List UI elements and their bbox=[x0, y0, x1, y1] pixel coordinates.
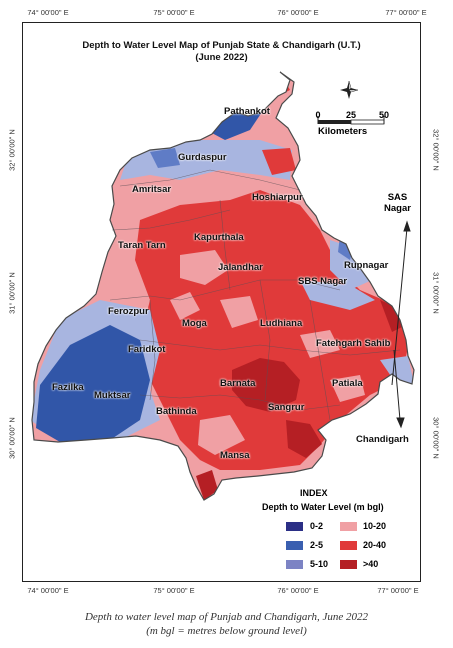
zone-20-40-north bbox=[262, 148, 296, 175]
district-label-fatehgarh-sahib: Fatehgarh Sahib bbox=[316, 338, 391, 349]
longitude-tick-bottom-77: 77° 00'00" E bbox=[377, 586, 419, 595]
zone-20-40-central bbox=[135, 190, 410, 470]
figure-caption: Depth to water level map of Punjab and C… bbox=[0, 610, 453, 638]
leader-arrows bbox=[391, 220, 411, 429]
scale-unit-label: Kilometers bbox=[318, 126, 368, 137]
sas-nagar-line2: Nagar bbox=[384, 203, 411, 214]
scale-tick-0: 0 bbox=[315, 110, 321, 120]
district-label-muktsar: Muktsar bbox=[94, 390, 131, 401]
legend-label-10-20: 10-20 bbox=[363, 521, 387, 531]
district-label-sbs-nagar: SBS Nagar bbox=[298, 276, 348, 287]
district-label-mansa: Mansa bbox=[220, 450, 250, 461]
legend-title: INDEX bbox=[300, 488, 328, 498]
longitude-tick-top-77: 77° 00'00" E bbox=[385, 8, 427, 17]
legend-label-5-10: 5-10 bbox=[310, 559, 329, 569]
legend-label-20-40: 20-40 bbox=[363, 540, 387, 550]
map-title-line1: Depth to Water Level Map of Punjab State… bbox=[82, 40, 361, 51]
longitude-tick-top-76: 76° 00'00" E bbox=[277, 8, 319, 17]
district-label-sas-nagar: SAS Nagar bbox=[384, 192, 411, 214]
zone-5-10-chandigarh bbox=[380, 356, 414, 384]
longitude-tick-top-74: 74° 00'00" E bbox=[27, 8, 69, 17]
zone-10-20-pocket-5 bbox=[198, 415, 245, 455]
district-label-pathankot: Pathankot bbox=[224, 106, 270, 117]
legend-label-over-40: >40 bbox=[363, 559, 379, 569]
zone-2-5-fazilka-muktsar bbox=[36, 325, 150, 442]
district-label-jalandhar: Jalandhar bbox=[218, 262, 263, 273]
zone-10-20-pocket-1 bbox=[180, 250, 228, 285]
district-label-ferozpur: Ferozpur bbox=[108, 306, 149, 317]
district-label-taran-tarn: Taran Tarn bbox=[118, 240, 166, 251]
sas-nagar-line1: SAS bbox=[387, 192, 408, 203]
district-label-ludhiana: Ludhiana bbox=[260, 318, 303, 329]
zone-10-20-pocket-2 bbox=[170, 292, 200, 320]
legend-swatch-0-2 bbox=[286, 522, 303, 531]
scale-tick-25: 25 bbox=[345, 110, 357, 120]
district-label-moga: Moga bbox=[182, 318, 207, 329]
district-label-bathinda: Bathinda bbox=[156, 406, 197, 417]
zone-over-40-sangrur bbox=[286, 420, 322, 458]
zone-2-5-gurdaspur bbox=[150, 148, 180, 168]
longitude-tick-top-75: 75° 00'00" E bbox=[153, 8, 195, 17]
map-title: Depth to Water Level Map of Punjab State… bbox=[22, 40, 421, 64]
caption-line1: Depth to water level map of Punjab and C… bbox=[84, 611, 369, 623]
zone-10-20-pocket-6 bbox=[330, 375, 365, 402]
district-boundaries bbox=[109, 169, 401, 421]
district-label-gurdaspur: Gurdaspur bbox=[178, 152, 227, 163]
district-label-barnata: Barnata bbox=[220, 378, 256, 389]
zone-5-10-sbs bbox=[300, 280, 375, 310]
longitude-tick-bottom-75: 75° 00'00" E bbox=[153, 586, 195, 595]
north-arrow-icon bbox=[340, 80, 359, 99]
district-label-chandigarh: Chandigarh bbox=[356, 434, 409, 445]
longitude-tick-bottom-76: 76° 00'00" E bbox=[277, 586, 319, 595]
district-label-hoshiarpur: Hoshiarpur bbox=[252, 192, 303, 203]
district-label-fazilka: Fazilka bbox=[52, 382, 84, 393]
district-label-sangrur: Sangrur bbox=[268, 402, 305, 413]
legend-swatch-10-20 bbox=[340, 522, 357, 531]
district-label-kapurthala: Kapurthala bbox=[194, 232, 244, 243]
zone-over-40-mansa bbox=[196, 470, 218, 500]
scale-tick-50: 50 bbox=[378, 110, 390, 120]
legend-swatch-2-5 bbox=[286, 541, 303, 550]
map-title-line2: (June 2022) bbox=[195, 52, 248, 63]
scale-bar bbox=[317, 116, 385, 125]
caption-line2: (m bgl = metres below ground level) bbox=[146, 625, 307, 637]
district-label-amritsar: Amritsar bbox=[132, 184, 172, 195]
legend-label-0-2: 0-2 bbox=[310, 521, 324, 531]
legend-swatch-20-40 bbox=[340, 541, 357, 550]
zone-10-20-pocket-3 bbox=[220, 296, 258, 328]
longitude-tick-bottom-74: 74° 00'00" E bbox=[27, 586, 69, 595]
district-label-rupnagar: Rupnagar bbox=[344, 260, 389, 271]
legend-swatch-over-40 bbox=[340, 560, 357, 569]
legend-swatch-5-10 bbox=[286, 560, 303, 569]
district-label-faridkot: Faridkot bbox=[128, 344, 166, 355]
legend-subtitle: Depth to Water Level (m bgl) bbox=[262, 502, 384, 512]
legend-label-2-5: 2-5 bbox=[310, 540, 324, 550]
district-label-patiala: Patiala bbox=[332, 378, 363, 389]
